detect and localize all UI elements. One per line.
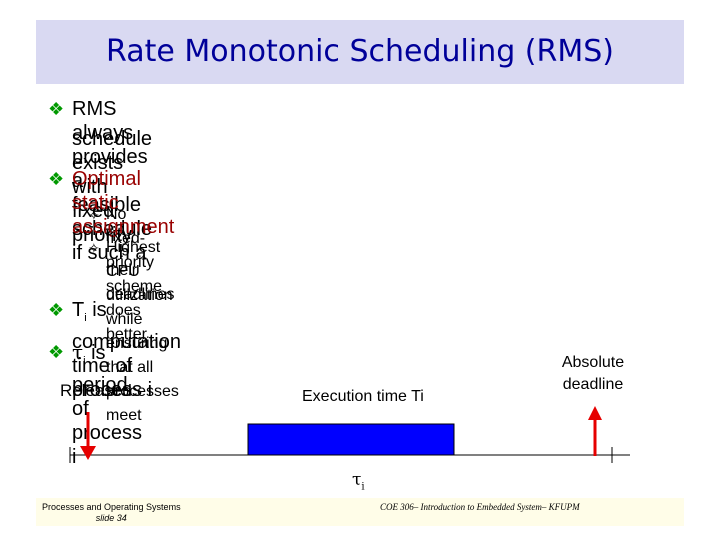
tau-subscript: i <box>83 355 86 367</box>
bullet-text-line2: schedule exists with fixed priority <box>72 128 153 246</box>
period-subscript: i <box>361 481 365 493</box>
ti-symbol: T <box>72 299 85 321</box>
slide-title: Rate Monotonic Scheduling (RMS) <box>106 34 614 69</box>
released-label: Released <box>60 381 132 400</box>
deadline-label-line2: deadline <box>562 376 624 393</box>
release-arrow-icon <box>80 412 96 460</box>
footer-band <box>36 498 684 526</box>
footer-slide-number: slide 34 <box>95 513 127 523</box>
bullet-text: Optimal static assignment <box>72 168 175 238</box>
bullet-ti-text: Ti is computation time of process i <box>72 298 181 402</box>
title-bar: Rate Monotonic Scheduling (RMS) <box>36 20 684 84</box>
period-label: τi <box>352 470 365 492</box>
diamond-bullet-icon: ❖ <box>48 169 65 189</box>
ti-description: is computation time of process i <box>72 299 181 401</box>
diamond-bullet-icon: ❖ <box>48 99 65 119</box>
star-bullet-icon: ✧ <box>88 240 100 256</box>
footer-course: Processes and Operating Systems <box>42 502 181 512</box>
star-bullet-icon: ✧ <box>88 207 100 223</box>
ti-subscript: i <box>84 312 87 324</box>
subbullet-text: No fixed-priority scheme does better <box>106 206 163 343</box>
period-symbol: τ <box>352 470 362 490</box>
diamond-bullet-icon: ❖ <box>48 342 65 362</box>
deadline-label: Absolute deadline <box>548 352 638 396</box>
bullet-text-line1: RMS always provides a feasible schedule … <box>72 98 153 264</box>
footer-right: COE 306– Introduction to Embedded System… <box>380 502 580 512</box>
diamond-bullet-icon: ❖ <box>48 300 65 320</box>
tau-description: is period of process i <box>72 342 143 468</box>
execution-label: Execution time Ti <box>302 388 424 405</box>
tau-symbol: τ <box>72 340 84 364</box>
subbullet-text-line2: their deadlines <box>106 262 175 303</box>
footer-left: Processes and Operating Systems slide 34 <box>42 502 181 524</box>
deadline-label-line1: Absolute <box>561 354 625 371</box>
execution-bar <box>247 423 455 456</box>
subbullet-text-line1: Highest CPU utilization while ensuring t… <box>106 239 179 424</box>
deadline-arrow-icon <box>588 406 602 456</box>
bullet-tau-text: τi is period of process i <box>72 340 142 469</box>
